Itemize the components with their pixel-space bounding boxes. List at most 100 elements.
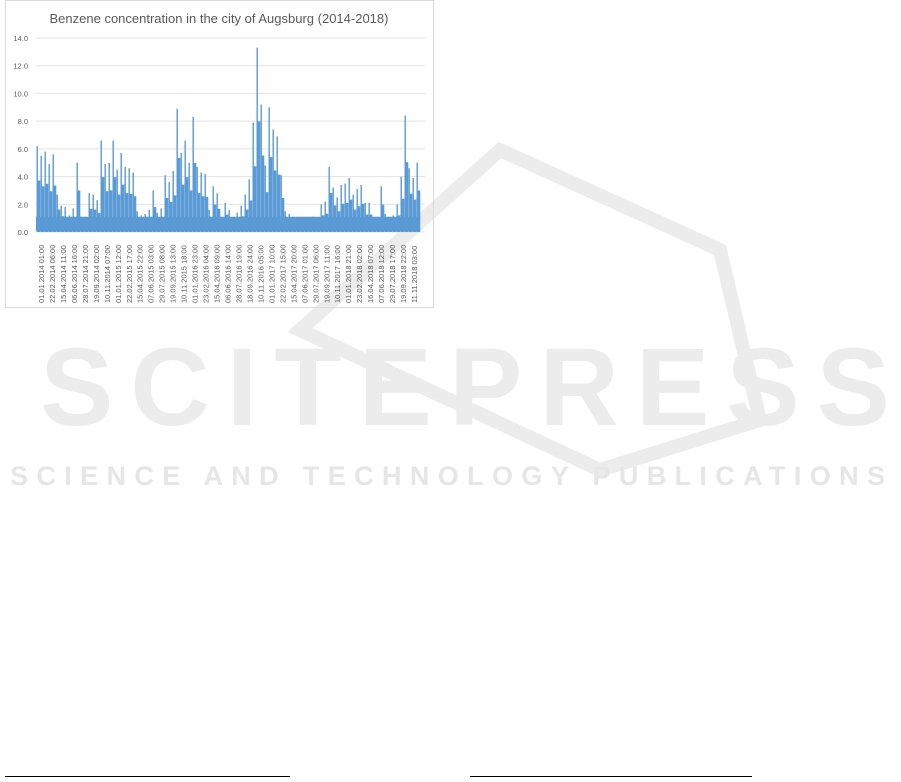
series-mark <box>173 195 177 232</box>
x-tick-label: 11.11.2018 03:00 <box>410 246 419 303</box>
series-peak <box>352 194 354 232</box>
series-peak <box>264 165 266 232</box>
series-peak <box>324 201 326 232</box>
series-mark <box>333 205 337 232</box>
series-peak <box>276 136 278 232</box>
series-peak <box>156 212 158 232</box>
x-tick-label: 29.07.2015 08:00 <box>158 245 167 303</box>
series-peak <box>320 204 322 232</box>
series-peak <box>84 216 86 232</box>
series-mark <box>405 162 409 232</box>
series-peak <box>336 197 338 232</box>
series-peak <box>200 172 202 232</box>
x-tick-label: 15.04.2015 22:00 <box>136 245 145 303</box>
series-mark <box>117 194 121 232</box>
series-peak <box>360 184 362 232</box>
series-mark <box>373 223 377 232</box>
series-peak <box>188 162 190 232</box>
x-tick-label: 15.04.2014 11:00 <box>59 245 68 303</box>
series-mark <box>317 224 321 232</box>
series-mark <box>169 202 173 232</box>
series-mark <box>297 224 301 232</box>
x-tick-label: 22.02.2014 06:00 <box>48 245 57 303</box>
series-peak <box>176 108 178 232</box>
y-tick-label: 6.0 <box>18 145 28 154</box>
series-mark <box>105 191 109 232</box>
y-tick-label: 0.0 <box>18 228 28 237</box>
series-peak <box>36 146 38 232</box>
series-mark <box>125 192 129 232</box>
series-peak <box>260 104 262 232</box>
series-mark <box>77 190 81 232</box>
series-peak <box>92 194 94 232</box>
series-peak <box>356 189 358 232</box>
footnote-rule-right <box>470 776 752 777</box>
series-peak <box>380 186 382 232</box>
series-mark <box>157 220 161 232</box>
series-peak <box>376 216 378 232</box>
series-peak <box>136 211 138 232</box>
series-mark <box>389 223 393 232</box>
series-peak <box>344 183 346 232</box>
series-peak <box>152 190 154 232</box>
series-peak <box>44 151 46 232</box>
series-peak <box>132 172 134 232</box>
series-peak <box>108 162 110 232</box>
chart-title: Benzene concentration in the city of Aug… <box>50 11 389 26</box>
series-peak <box>124 166 126 232</box>
x-tick-label: 10.11.2016 05:00 <box>256 245 265 303</box>
series-peak <box>300 222 302 232</box>
x-tick-label: 07.06.2017 01:00 <box>300 245 309 303</box>
series-peak <box>48 164 50 232</box>
series-mark <box>245 209 249 232</box>
series-mark <box>213 204 217 232</box>
series-peak <box>296 219 298 232</box>
series-mark <box>193 162 197 232</box>
series-peak <box>272 129 274 232</box>
y-tick-label: 2.0 <box>18 200 28 209</box>
series-mark <box>301 226 305 232</box>
series-peak <box>268 107 270 232</box>
series-mark <box>217 208 221 232</box>
series-peak <box>252 122 254 232</box>
series-mark <box>53 185 57 232</box>
series-mark <box>309 225 313 232</box>
series-mark <box>137 219 141 232</box>
x-tick-label: 06.06.2014 16:00 <box>70 245 79 303</box>
series-mark <box>61 216 65 232</box>
series-peak <box>404 115 406 232</box>
series-mark <box>221 223 225 232</box>
series-peak <box>316 219 318 232</box>
series-mark <box>177 158 181 232</box>
series-peak <box>212 186 214 232</box>
series-peak <box>40 155 42 232</box>
series-mark <box>293 224 297 232</box>
series-mark <box>69 222 73 232</box>
y-tick-label: 10.0 <box>13 89 28 98</box>
series-peak <box>388 218 390 232</box>
series-peak <box>236 212 238 232</box>
x-tick-label: 22.02.2017 15:00 <box>278 245 287 303</box>
x-tick-label: 07.06.2018 12:00 <box>377 245 386 303</box>
x-tick-label: 01.01.2018 21:00 <box>344 245 353 303</box>
series-peak <box>328 166 330 232</box>
series-mark <box>397 215 401 232</box>
series-peak <box>172 171 174 232</box>
series-mark <box>313 222 317 232</box>
series-mark <box>357 206 361 232</box>
series-mark <box>101 177 105 232</box>
series-mark <box>209 218 213 232</box>
x-tick-label: 07.06.2015 03:00 <box>147 245 156 303</box>
x-tick-label: 19.09.2017 11:00 <box>322 245 331 303</box>
x-tick-label: 28.07.2014 21:00 <box>81 245 90 303</box>
series-peak <box>408 168 410 232</box>
series-peak <box>72 208 74 232</box>
series-mark <box>57 209 61 232</box>
series-peak <box>228 209 230 232</box>
x-tick-label: 15.04.2017 20:00 <box>289 245 298 303</box>
series-mark <box>85 222 89 232</box>
x-tick-label: 16.04.2018 07:00 <box>366 245 375 303</box>
series-peak <box>384 213 386 232</box>
x-tick-label: 01.01.2014 01:00 <box>37 245 46 303</box>
series-mark <box>141 222 145 232</box>
